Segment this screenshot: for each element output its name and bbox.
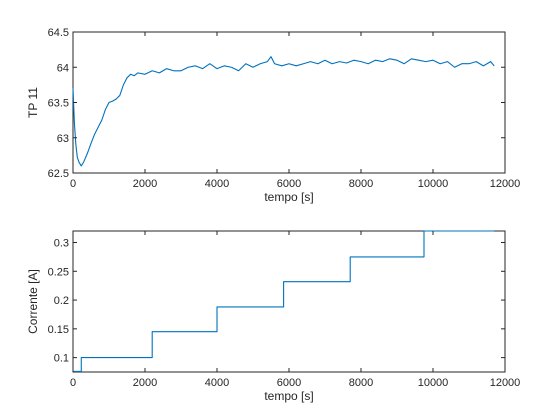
x-tick-label: 0: [70, 178, 76, 190]
y-tick-label: 0.25: [48, 266, 69, 278]
y-tick-label: 64.5: [48, 27, 69, 39]
x-tick-label: 10000: [418, 178, 449, 190]
x-tick-label: 4000: [205, 377, 229, 389]
plot-area-frame: [73, 32, 505, 173]
x-axis-label: tempo [s]: [264, 190, 313, 204]
y-axis-label: Corrente [A]: [26, 269, 40, 334]
y-tick-label: 0.3: [54, 238, 69, 250]
x-tick-label: 0: [70, 377, 76, 389]
y-axis-label: TP 11: [26, 87, 40, 118]
y-tick-label: 0.1: [54, 353, 69, 365]
plot-area-frame: [73, 231, 505, 372]
x-tick-label: 2000: [133, 377, 157, 389]
y-tick-label: 62.5: [48, 168, 69, 180]
x-axis-label: tempo [s]: [264, 389, 313, 403]
y-tick-label: 0.2: [54, 295, 69, 307]
x-tick-label: 10000: [418, 377, 449, 389]
x-tick-label: 8000: [349, 377, 373, 389]
x-tick-label: 6000: [277, 377, 301, 389]
y-tick-label: 0.15: [48, 324, 69, 336]
x-tick-label: 6000: [277, 178, 301, 190]
x-tick-label: 2000: [133, 178, 157, 190]
x-tick-label: 12000: [490, 178, 521, 190]
x-tick-label: 12000: [490, 377, 521, 389]
y-tick-label: 64: [57, 62, 69, 74]
y-tick-label: 63.5: [48, 98, 69, 110]
x-tick-label: 8000: [349, 178, 373, 190]
y-tick-label: 63: [57, 133, 69, 145]
x-tick-label: 4000: [205, 178, 229, 190]
